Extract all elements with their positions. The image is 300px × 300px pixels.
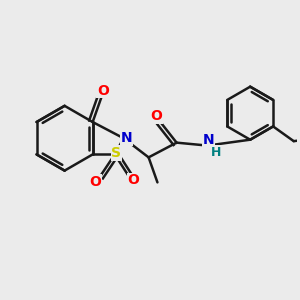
Text: O: O [97,83,109,98]
Text: S: S [111,146,121,160]
Text: N: N [203,133,215,147]
Text: N: N [121,131,132,145]
Text: O: O [150,109,162,123]
Text: O: O [128,173,139,187]
Text: H: H [211,146,221,159]
Text: O: O [90,175,101,189]
